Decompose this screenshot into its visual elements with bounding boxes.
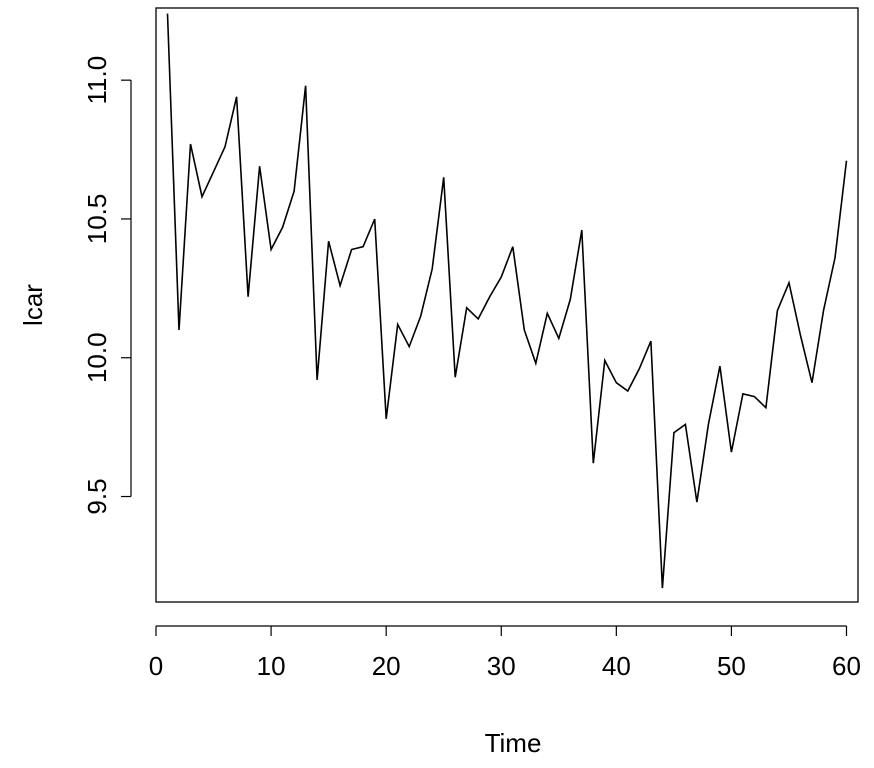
series-line — [168, 14, 847, 589]
series-layer — [167, 13, 846, 588]
plot-frame — [156, 8, 858, 602]
x-tick-label: 40 — [602, 651, 631, 681]
x-tick-label: 0 — [149, 651, 163, 681]
x-tick-label: 30 — [487, 651, 516, 681]
y-tick-label: 11.0 — [82, 56, 112, 105]
y-tick-label: 10.0 — [82, 332, 112, 383]
x-axis-label: Time — [485, 728, 542, 758]
x-tick-label: 20 — [372, 651, 401, 681]
x-tick-label: 10 — [257, 651, 286, 681]
x-tick-label: 60 — [832, 651, 861, 681]
y-tick-label: 10.5 — [82, 194, 112, 245]
y-tick-label: 9.5 — [82, 478, 112, 514]
x-tick-label: 50 — [717, 651, 746, 681]
y-axis: 9.5 10.0 10.5 11.0 — [82, 56, 131, 515]
x-axis: 0 10 20 30 40 50 60 — [149, 626, 861, 681]
y-axis-label: lcar — [18, 284, 48, 326]
